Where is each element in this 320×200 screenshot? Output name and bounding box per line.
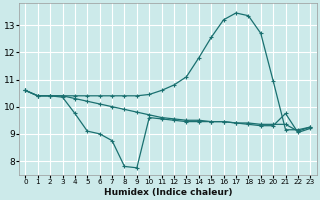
X-axis label: Humidex (Indice chaleur): Humidex (Indice chaleur) [104,188,232,197]
